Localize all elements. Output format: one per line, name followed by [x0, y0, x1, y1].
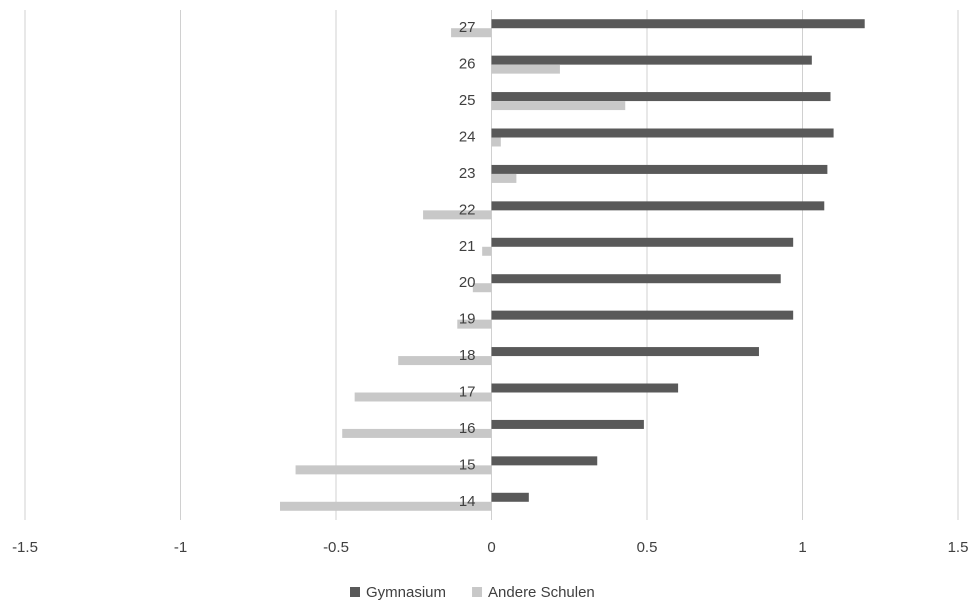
bar: [295, 465, 492, 475]
bar: [491, 237, 794, 247]
y-tick-label: 19: [459, 311, 476, 328]
y-tick-label: 17: [459, 383, 476, 400]
bar: [451, 28, 492, 38]
bar: [491, 492, 529, 502]
bar: [491, 92, 831, 102]
legend-swatch: [472, 587, 483, 597]
legend-label: Gymnasium: [366, 584, 446, 601]
bar: [342, 428, 492, 438]
bar: [398, 356, 492, 366]
x-tick-label: 1: [798, 539, 806, 556]
y-tick-label: 16: [459, 420, 476, 437]
legend-swatch: [350, 587, 360, 597]
y-tick-label: 18: [459, 347, 476, 364]
bar: [491, 383, 679, 393]
x-tick-label: 0.5: [637, 539, 658, 556]
bar: [423, 210, 492, 220]
bar: [491, 201, 825, 211]
bar: [280, 501, 492, 511]
x-tick-label: -1: [174, 539, 187, 556]
y-tick-label: 27: [459, 19, 476, 36]
y-tick-label: 22: [459, 201, 476, 218]
bar: [491, 419, 644, 429]
x-tick-label: -1.5: [12, 539, 38, 556]
bar: [472, 283, 492, 293]
x-tick-label: -0.5: [323, 539, 349, 556]
y-tick-label: 14: [459, 493, 476, 510]
y-tick-label: 25: [459, 92, 476, 109]
bar: [491, 173, 517, 183]
bar: [457, 319, 492, 329]
bar: [491, 19, 865, 29]
y-tick-label: 24: [459, 128, 476, 145]
bar: [491, 456, 598, 466]
bar: [491, 347, 759, 357]
bar: [491, 64, 560, 74]
bar: [491, 274, 781, 284]
bar: [491, 101, 626, 111]
y-tick-label: 15: [459, 456, 476, 473]
bar: [491, 128, 834, 138]
bar: [491, 55, 812, 65]
legend-label: Andere Schulen: [488, 584, 595, 601]
bar: [491, 164, 828, 174]
y-tick-label: 23: [459, 165, 476, 182]
bar: [482, 246, 492, 256]
y-tick-label: 21: [459, 238, 476, 255]
x-tick-label: 0: [487, 539, 495, 556]
y-tick-label: 26: [459, 56, 476, 73]
y-tick-label: 20: [459, 274, 476, 291]
bar: [354, 392, 492, 402]
bar: [491, 137, 501, 147]
bar: [491, 310, 794, 320]
x-tick-label: 1.5: [948, 539, 969, 556]
